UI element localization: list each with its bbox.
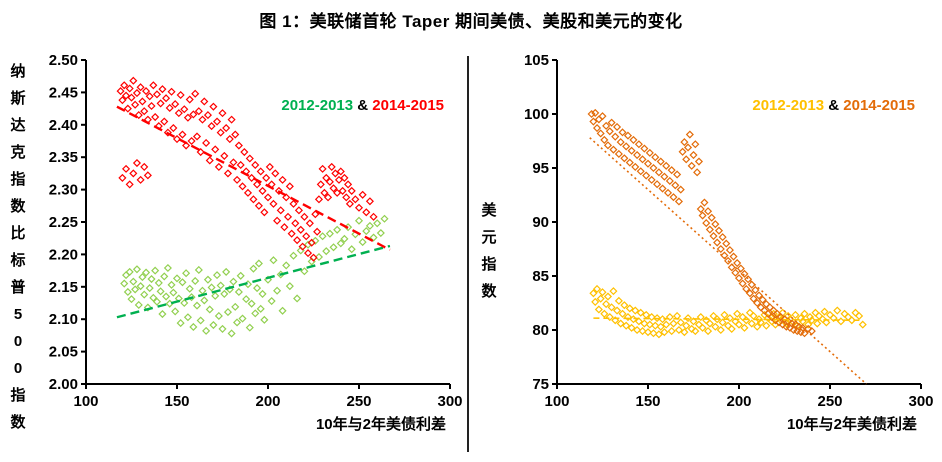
scatter-series-2012-2013 <box>120 214 389 338</box>
y-tick-label: 90 <box>532 214 549 231</box>
y-tick-label: 85 <box>532 268 549 285</box>
x-tick-label: 150 <box>635 393 660 410</box>
x-axis-label: 10年与2年美债利差 <box>316 415 446 433</box>
scatter-chart-left: 2.00 2.05 2.10 2.15 2.20 2.25 2.30 2.35 2.40 2.45… <box>49 52 463 433</box>
y-tick-label: 100 <box>524 106 549 123</box>
axes <box>552 59 922 389</box>
y-axis-title-char: 斯 <box>10 90 26 107</box>
trendline-2012-2013 <box>593 317 863 322</box>
x-tick-label: 200 <box>255 393 280 410</box>
scatter-series-2014-2015 <box>116 76 378 262</box>
x-axis-label: 10年与2年美债利差 <box>787 415 917 433</box>
y-tick-label: 2.50 <box>49 52 78 69</box>
scatter-series-2014-2015 <box>587 108 816 338</box>
legend-series-1: 2012-2013 <box>752 97 825 114</box>
scatter-series-2012-2013 <box>589 284 867 339</box>
y-axis-title-char: 0 <box>13 333 23 350</box>
legend-series-1: 2012-2013 <box>281 97 354 114</box>
x-tick-label: 150 <box>164 393 189 410</box>
y-axis-title-char: 5 <box>13 306 23 323</box>
y-tick-label: 2.45 <box>49 84 78 101</box>
y-axis-title-char: 普 <box>10 279 26 296</box>
figure-title: 图 1：美联储首轮 Taper 期间美债、美股和美元的变化 <box>259 12 683 31</box>
legend-right: 2012-2013 & 2014-2015 <box>711 80 915 131</box>
y-axis-title-char: 标 <box>10 252 26 269</box>
y-tick-label: 2.30 <box>49 182 78 199</box>
axes <box>81 59 451 389</box>
legend-left: 2012-2013 & 2014-2015 <box>240 80 444 131</box>
trendline-2014-2015 <box>116 105 391 251</box>
x-tick-label: 300 <box>908 393 933 410</box>
y-tick-label: 2.05 <box>49 344 78 361</box>
x-tick-label: 100 <box>73 393 98 410</box>
trendline-2014-2015 <box>589 137 867 385</box>
y-axis-title-char: 达 <box>10 117 26 134</box>
y-axis-title-right: 美元指数 <box>475 34 503 443</box>
x-tick-label: 250 <box>346 393 371 410</box>
y-axis-title-char: 数 <box>10 198 26 215</box>
legend-series-2: 2014-2015 <box>843 97 915 114</box>
chart-left: 2.00 2.05 2.10 2.15 2.20 2.25 2.30 2.35 2.40 2.45… <box>32 34 464 443</box>
y-tick-label: 95 <box>532 160 549 177</box>
y-tick-label: 2.00 <box>49 376 78 393</box>
y-tick-label: 80 <box>532 322 549 339</box>
tick-labels: 2.00 2.05 2.10 2.15 2.20 2.25 2.30 2.35 2.40 2.45… <box>49 52 463 410</box>
x-tick-label: 200 <box>726 393 751 410</box>
tick-labels: 75 80 85 90 95 100 105 100 150 200 250 300 <box>524 52 934 410</box>
chart-panel-dollar-index: 美元指数 75 80 85 90 95 100 105 100 150 200 250 300 10年与… <box>471 34 942 443</box>
y-tick-label: 2.40 <box>49 117 78 134</box>
y-axis-title-char: 指 <box>10 171 26 188</box>
y-axis-title-char: 0 <box>13 360 23 377</box>
y-axis-title-char: 美 <box>481 201 497 219</box>
y-axis-title-char: 数 <box>481 282 497 300</box>
y-axis-title-char: 克 <box>10 144 26 161</box>
trendline-2012-2013 <box>116 244 391 319</box>
y-tick-label: 75 <box>532 376 549 393</box>
scatter-chart-right: 75 80 85 90 95 100 105 100 150 200 250 300 10年与2年美债利… <box>524 52 934 433</box>
chart-right: 75 80 85 90 95 100 105 100 150 200 250 300 10年与2年美债利… <box>503 34 935 443</box>
legend-series-2: 2014-2015 <box>372 97 444 114</box>
y-axis-title-char: 纳 <box>10 63 26 80</box>
y-tick-label: 2.25 <box>49 214 78 231</box>
x-tick-label: 250 <box>817 393 842 410</box>
x-tick-label: 300 <box>437 393 462 410</box>
y-tick-label: 2.35 <box>49 149 78 166</box>
y-axis-title-char: 数 <box>10 414 26 431</box>
y-tick-label: 2.20 <box>49 246 78 263</box>
y-axis-title-char: 指 <box>481 255 497 273</box>
x-tick-label: 100 <box>544 393 569 410</box>
chart-divider <box>467 56 469 452</box>
y-axis-title-char: 比 <box>10 225 26 242</box>
y-axis-title-char: 元 <box>481 228 497 246</box>
y-tick-label: 105 <box>524 52 549 69</box>
y-tick-label: 2.15 <box>49 279 78 296</box>
y-axis-title-char: 指 <box>10 387 26 404</box>
legend-separator: & <box>353 97 373 114</box>
legend-separator: & <box>824 97 844 114</box>
y-tick-label: 2.10 <box>49 311 78 328</box>
